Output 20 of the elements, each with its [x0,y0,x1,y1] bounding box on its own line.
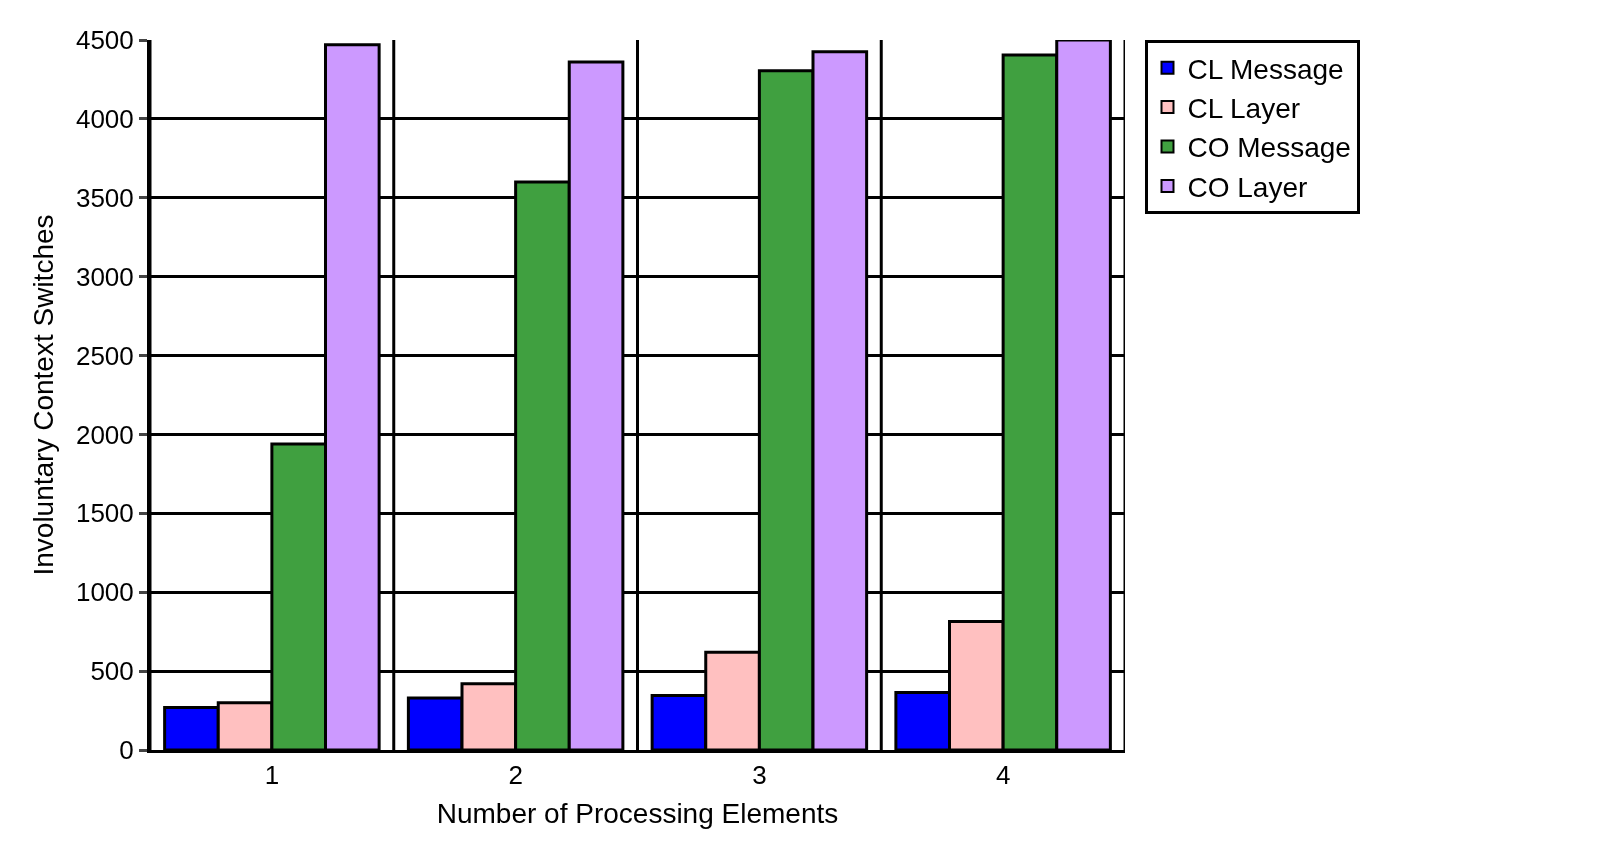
x-axis-title: Number of Processing Elements [436,798,839,830]
legend-label: CO Message [1187,132,1351,164]
legend-label: CL Message [1187,53,1344,85]
y-tick-label: 4500 [75,25,134,56]
y-tick-label: 1500 [75,498,134,529]
y-tick-label: 500 [90,656,134,687]
x-tick-label: 2 [508,760,523,791]
y-axis-title: Involuntary Context Switches [27,214,59,576]
x-tick-label: 3 [752,760,767,791]
y-tick-label: 4000 [75,103,134,134]
y-tick-label: 0 [119,735,134,766]
x-tick-label: 1 [264,760,280,791]
y-tick-label: 2500 [75,340,134,371]
legend-label: CO Layer [1187,171,1308,203]
x-tick-label: 4 [995,760,1011,791]
legend-label: CL Layer [1187,93,1301,125]
y-tick-label: 1000 [75,577,134,608]
y-tick-label: 3500 [75,182,134,213]
y-tick-label: 2000 [75,419,134,450]
y-tick-label: 3000 [75,261,134,292]
